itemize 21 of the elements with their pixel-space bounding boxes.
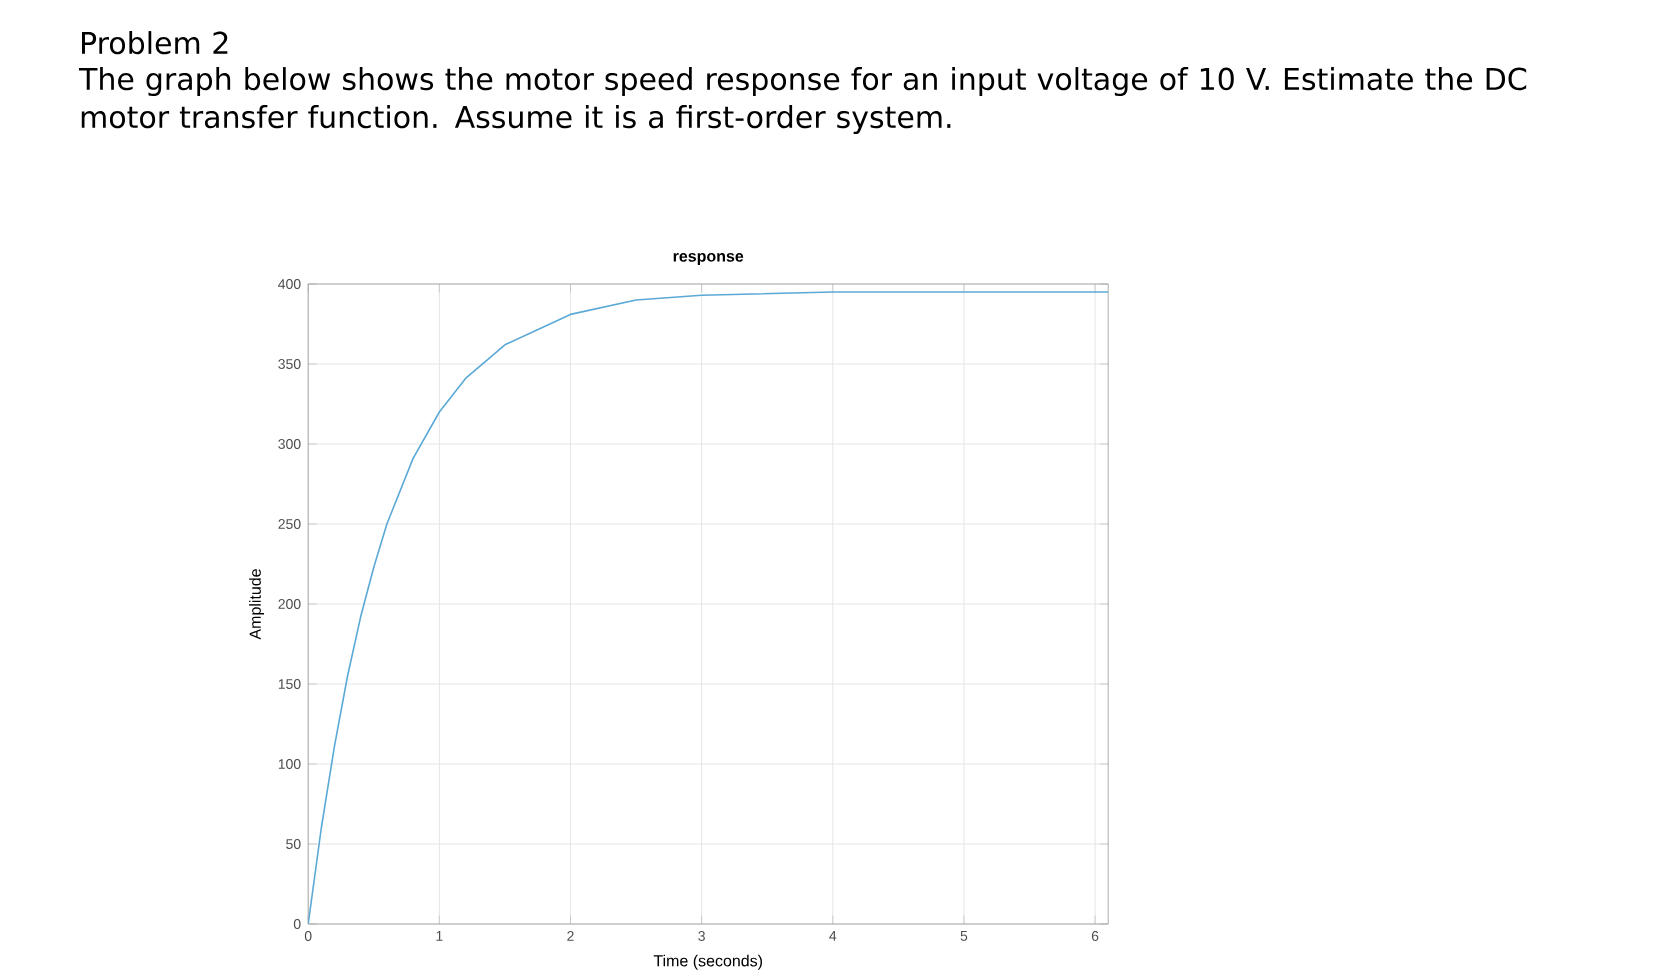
x-axis-title: Time (seconds) xyxy=(653,954,762,970)
text: The graph below shows the motor speed response for an input voltage of 10 V. Estimate the DC motor transfer function. Assume it is a first-order system. xyxy=(78,67,1527,135)
x-tick-label: 4 xyxy=(829,931,837,941)
y-tick-label: 400 xyxy=(278,279,301,289)
y-axis-title: Amplitude xyxy=(249,569,265,640)
y-tick-label: 250 xyxy=(278,519,301,529)
y-tick-label: 300 xyxy=(278,439,301,449)
y-tick-label: 100 xyxy=(278,759,301,769)
y-tick-label: 0 xyxy=(293,919,301,929)
y-tick-label: 150 xyxy=(278,679,301,689)
y-tick-label: 200 xyxy=(278,599,301,609)
x-tick-label: 1 xyxy=(436,931,443,941)
y-tick-label: 350 xyxy=(278,359,301,369)
x-tick-label: 5 xyxy=(960,931,968,941)
y-tick-label: 50 xyxy=(286,839,301,849)
text: Problem 2 xyxy=(82,31,228,55)
x-tick-label: 2 xyxy=(567,931,574,941)
x-tick-label: 6 xyxy=(1091,931,1099,941)
x-tick-label: 3 xyxy=(698,931,705,941)
x-tick-label: 0 xyxy=(304,931,312,941)
chart-title: response xyxy=(673,252,744,265)
